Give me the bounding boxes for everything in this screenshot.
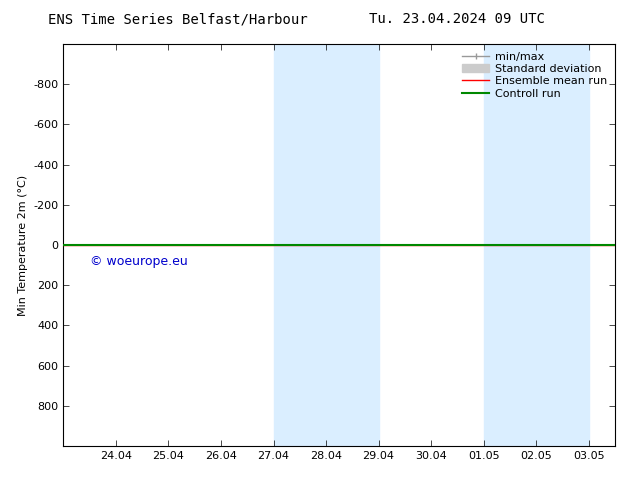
Bar (273, 44, 378, 446)
Text: ENS Time Series Belfast/Harbour: ENS Time Series Belfast/Harbour (48, 12, 307, 26)
Legend: min/max, Standard deviation, Ensemble mean run, Controll run: min/max, Standard deviation, Ensemble me… (457, 48, 612, 103)
Text: Tu. 23.04.2024 09 UTC: Tu. 23.04.2024 09 UTC (368, 12, 545, 26)
Text: © woeurope.eu: © woeurope.eu (89, 255, 188, 268)
Y-axis label: Min Temperature 2m (°C): Min Temperature 2m (°C) (18, 174, 28, 316)
Bar (484, 44, 589, 446)
